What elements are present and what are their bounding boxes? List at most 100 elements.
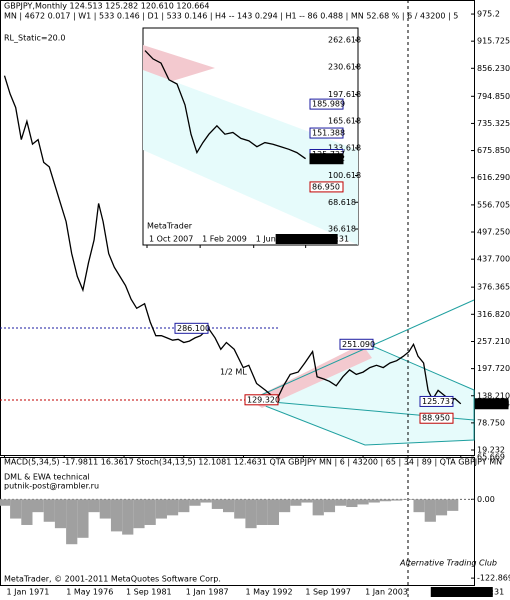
macd-bar bbox=[54, 499, 67, 529]
inset: 262.618 230.618 197.618 165.618 133.618 100.6… bbox=[142, 27, 361, 248]
main-frame bbox=[0, 0, 475, 456]
level-box bbox=[474, 398, 509, 410]
y-tick-label: 165.618 bbox=[328, 117, 361, 126]
header-title: GBPJPY,Monthly 124.513 125.282 120.610 1… bbox=[4, 2, 209, 11]
macd-bar bbox=[133, 499, 145, 529]
y-tick-label: 616.290 bbox=[477, 173, 510, 182]
macd-bar bbox=[211, 499, 223, 509]
level-box bbox=[309, 98, 344, 110]
note: DML & EWA technical bbox=[4, 473, 90, 482]
note: MetaTrader, © 2001-2011 MetaQuotes Softw… bbox=[4, 575, 221, 584]
macd-bar bbox=[0, 499, 11, 506]
x-tick-label: 1 Jun bbox=[256, 235, 276, 244]
y-tick-label: 197.618 bbox=[328, 90, 361, 99]
y-tick-label: 262.618 bbox=[328, 36, 361, 45]
macd-bar bbox=[301, 499, 313, 503]
x-tick-label: 1 Jan 1987 bbox=[186, 588, 229, 597]
macd-bar bbox=[122, 499, 134, 535]
macd-bar bbox=[88, 499, 100, 513]
macd-bar bbox=[435, 499, 448, 516]
level-box bbox=[309, 181, 344, 193]
macd-bar bbox=[245, 499, 257, 529]
y-tick-label: 19.232 bbox=[477, 446, 505, 455]
level-label: 125.737 bbox=[422, 397, 455, 406]
x-tick-label: 1 Jan 2003 bbox=[365, 588, 408, 597]
macd-bar bbox=[279, 499, 291, 513]
macd-bar bbox=[200, 499, 212, 503]
x-tick-label: 1 Jan 1971 bbox=[6, 588, 49, 597]
y-tick-label: 975.2 bbox=[477, 10, 500, 19]
y-tick-label: 794.850 bbox=[477, 92, 510, 101]
y-tick-label: 316.820 bbox=[477, 310, 510, 319]
level-label: 88.950 bbox=[422, 414, 450, 423]
macd-bar bbox=[379, 499, 392, 502]
level-label: 120.664 bbox=[477, 399, 510, 408]
x-tick-label: 1 Sep 1981 bbox=[126, 588, 172, 597]
y-tick-label: 138.210 bbox=[477, 391, 510, 400]
y-tick-label: 437.700 bbox=[477, 255, 510, 264]
note: MetaTrader bbox=[147, 222, 193, 231]
macd-bar bbox=[447, 499, 459, 511]
level-box bbox=[309, 127, 344, 139]
macd-bar bbox=[346, 499, 358, 508]
price-line bbox=[144, 50, 306, 160]
level-label: 86.950 bbox=[312, 182, 340, 191]
y-tick-label: 675.850 bbox=[477, 146, 510, 155]
y-tick-label: 735.325 bbox=[477, 119, 510, 128]
macd-frame bbox=[0, 457, 475, 586]
y-tick-label: 133.618 bbox=[328, 143, 361, 152]
y-tick-label: 197.720 bbox=[477, 364, 510, 373]
macd-bar bbox=[256, 499, 268, 525]
macd-bar bbox=[335, 499, 347, 506]
y-tick-label: 376.365 bbox=[477, 283, 510, 292]
x-tick-label: 1 May 1992 bbox=[245, 588, 292, 597]
y-tick-label: 68.618 bbox=[328, 198, 356, 207]
macd-bar bbox=[21, 499, 33, 525]
macd-bar bbox=[166, 499, 179, 516]
level-box bbox=[419, 395, 454, 407]
macd-bar bbox=[290, 499, 302, 506]
level-box bbox=[309, 153, 344, 165]
macd-bar bbox=[66, 499, 78, 545]
header-param: RL_Static=20.0 bbox=[4, 34, 65, 43]
x-tick-label: 1 Oct 2007 bbox=[149, 235, 193, 244]
macd-bar bbox=[99, 499, 111, 519]
macd-bar bbox=[43, 499, 55, 522]
x-tick-label: 2011.09.19 09:31 bbox=[433, 588, 504, 597]
y-tick-label: 100.618 bbox=[328, 171, 361, 180]
macd-bar bbox=[357, 499, 369, 505]
macd-bar bbox=[178, 499, 190, 513]
note: putnik-post@rambler.ru bbox=[4, 482, 99, 491]
macd-bar bbox=[424, 499, 436, 522]
level-box bbox=[244, 394, 279, 406]
macd-bar bbox=[155, 499, 167, 519]
level-label: 120.662 bbox=[312, 154, 345, 163]
note: 1/2 ML bbox=[220, 368, 247, 377]
y-tick-label: 257.210 bbox=[477, 337, 510, 346]
level-label: 251.090 bbox=[342, 340, 375, 349]
macd-bar bbox=[312, 499, 324, 516]
x-tick-label: 1 Feb 2009 bbox=[202, 235, 247, 244]
y-tick-label: 78.750 bbox=[477, 418, 505, 427]
x-tick-label: 2011.09.19 09:31 bbox=[278, 235, 349, 244]
y-tick-label: 497.250 bbox=[477, 228, 510, 237]
header-stats: MN | 4672 0.017 | W1 | 533 0.146 | D1 | … bbox=[4, 12, 458, 21]
level-box bbox=[419, 412, 454, 424]
price-line bbox=[3, 75, 462, 405]
macd-bar bbox=[77, 499, 89, 538]
x-tick-highlight bbox=[275, 234, 338, 244]
y-tick-label: 0.00 bbox=[477, 495, 495, 504]
x-tick-label: 1 Sep 1997 bbox=[305, 588, 351, 597]
level-label: 151.388 bbox=[312, 129, 345, 138]
macd-bar bbox=[110, 499, 123, 532]
macd-bar bbox=[222, 499, 235, 513]
y-tick-label: -122.869 bbox=[477, 574, 510, 583]
level-label: 129.320 bbox=[247, 395, 280, 404]
note: Alternative Trading Club bbox=[399, 559, 497, 568]
macd-title: MACD(5,34,5) -17.9811 16.3617 Stoch(34,1… bbox=[4, 458, 502, 467]
macd-bar bbox=[234, 499, 246, 519]
macd-bar bbox=[391, 499, 403, 501]
y-tick-label: 36.618 bbox=[328, 225, 356, 234]
macd-bar bbox=[144, 499, 156, 525]
macd-bar bbox=[267, 499, 280, 525]
